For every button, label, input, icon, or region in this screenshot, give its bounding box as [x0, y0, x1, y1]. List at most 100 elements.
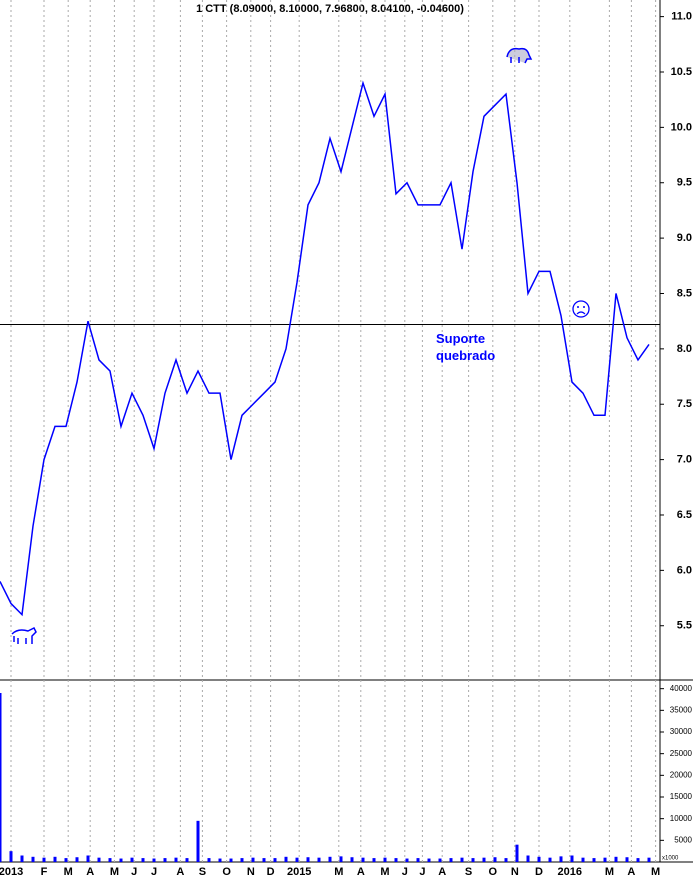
volume-bar: [504, 858, 508, 862]
x-tick-label: S: [199, 866, 206, 878]
x-tick-label: D: [535, 866, 543, 878]
volume-bar: [75, 857, 79, 862]
volume-bar: [185, 858, 189, 862]
x-tick-label: J: [419, 866, 425, 878]
x-tick-label: M: [64, 866, 73, 878]
volume-bar: [295, 857, 299, 862]
volume-bar: [86, 855, 90, 862]
x-tick-label: A: [627, 866, 635, 878]
x-tick-label: J: [131, 866, 137, 878]
y-tick-label: 9.0: [677, 232, 692, 244]
volume-bar: [174, 857, 178, 862]
y-axis-unit: x1000: [662, 856, 679, 862]
x-tick-label: 2016: [558, 866, 582, 878]
x-tick-label: J: [402, 866, 408, 878]
volume-bar: [460, 857, 464, 862]
x-tick-label: O: [489, 866, 498, 878]
volume-bar: [273, 858, 277, 862]
volume-bar: [416, 858, 420, 862]
x-tick-label: J: [151, 866, 157, 878]
y-tick-label: 6.0: [677, 564, 692, 576]
x-tick-label: 2013: [0, 866, 23, 878]
volume-bar: [570, 855, 574, 862]
x-tick-label: M: [380, 866, 389, 878]
volume-bar: [196, 820, 200, 862]
x-tick-label: A: [86, 866, 94, 878]
bull-icon: [11, 626, 37, 644]
volume-bar: [361, 857, 365, 862]
volume-bar: [229, 858, 233, 862]
volume-bar: [438, 858, 442, 862]
volume-bar: [647, 857, 651, 862]
volume-bar: [625, 857, 629, 862]
y-tick-label: 30000: [670, 727, 693, 736]
annotation: Suporte quebrado: [436, 331, 496, 363]
x-tick-label: N: [247, 866, 255, 878]
volume-bar: [251, 857, 255, 862]
volume-bar: [141, 858, 145, 862]
x-tick-label: M: [334, 866, 343, 878]
chart-title: 1 CTT (8.09000, 8.10000, 7.96800, 8.0410…: [196, 3, 464, 15]
volume-bar: [119, 858, 123, 862]
sad-face-icon: [572, 300, 590, 318]
y-tick-label: 25000: [670, 749, 693, 758]
volume-bar: [383, 857, 387, 862]
volume-bar: [614, 856, 618, 862]
volume-bar: [42, 857, 46, 862]
x-tick-label: M: [110, 866, 119, 878]
volume-bar: [493, 857, 497, 862]
x-tick-label: M: [605, 866, 614, 878]
volume-bar: [482, 857, 486, 862]
y-tick-label: 8.0: [677, 343, 692, 355]
y-tick-label: 7.5: [677, 398, 692, 410]
volume-bar: [559, 856, 563, 862]
x-tick-label: A: [357, 866, 365, 878]
volume-bar: [64, 858, 68, 862]
volume-bar: [31, 856, 35, 862]
volume-bar: [592, 858, 596, 862]
volume-bar: [526, 855, 530, 862]
y-tick-label: 40000: [670, 684, 693, 693]
volume-bar: [548, 857, 552, 862]
volume-bar: [471, 858, 475, 862]
volume-bar: [317, 857, 321, 862]
x-tick-label: A: [438, 866, 446, 878]
x-tick-label: S: [465, 866, 472, 878]
y-tick-label: 11.0: [671, 11, 692, 23]
volume-bar: [515, 844, 519, 862]
volume-bar: [581, 857, 585, 862]
x-tick-label: 2015: [287, 866, 311, 878]
y-tick-label: 15000: [670, 792, 693, 801]
volume-bar: [449, 858, 453, 862]
volume-bar: [218, 858, 222, 862]
y-tick-label: 7.0: [677, 454, 692, 466]
volume-bar: [350, 857, 354, 862]
volume-bar: [240, 858, 244, 862]
volume-bar: [603, 857, 607, 862]
volume-bar: [405, 858, 409, 862]
volume-bar: [0, 693, 2, 862]
volume-bar: [53, 856, 57, 862]
y-tick-label: 10.5: [671, 66, 692, 78]
y-tick-label: 6.5: [677, 509, 692, 521]
volume-bar: [108, 858, 112, 862]
y-tick-label: 5.5: [677, 620, 692, 632]
volume-bar: [130, 857, 134, 862]
x-tick-label: M: [651, 866, 660, 878]
volume-bar: [339, 856, 343, 862]
x-tick-label: A: [176, 866, 184, 878]
y-tick-label: 35000: [670, 705, 693, 714]
y-tick-label: 20000: [670, 770, 693, 779]
volume-bar: [97, 857, 101, 862]
volume-bar: [427, 858, 431, 862]
x-tick-label: O: [222, 866, 231, 878]
y-tick-label: 8.5: [677, 287, 692, 299]
volume-bar: [306, 857, 310, 862]
volume-bar: [284, 856, 288, 862]
volume-bar: [537, 856, 541, 862]
volume-bar: [636, 858, 640, 862]
volume-bar: [328, 856, 332, 862]
bear-icon: [506, 47, 533, 64]
